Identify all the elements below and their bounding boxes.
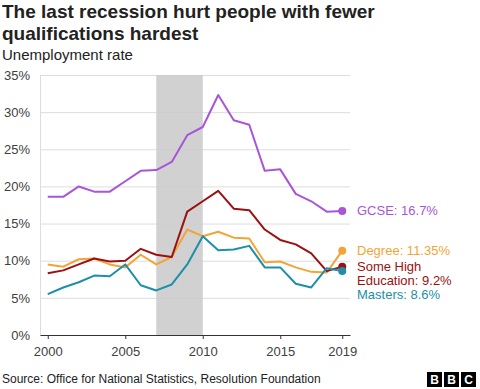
x-tick-label: 2000 [34,344,63,359]
legend-label: Masters: 8.6% [357,287,441,302]
x-tick: 2010 [189,335,218,359]
tick-mark [203,335,204,339]
logo-box [461,372,476,387]
y-tick-label: 5% [11,291,30,306]
y-tick-label: 20% [4,179,30,194]
y-tick-label: 0% [11,328,30,343]
x-tick-label: 2010 [189,344,218,359]
x-tick-label: 2019 [328,344,357,359]
logo-text: BBC [430,373,473,387]
y-axis: 0% 5% 10% 15% 20% 25% 30% 35% [4,68,350,343]
y-tick-label: 10% [4,253,30,268]
chart: The last recession hurt people with fewe… [0,0,480,389]
y-tick-label: 15% [4,216,30,231]
subtitle: Unemployment rate [2,46,133,63]
legend-label: Some HighEducation: 9.2% [357,259,452,288]
legend-label: GCSE: 16.7% [357,203,438,218]
grid-line [40,335,350,336]
logo-box [444,372,459,387]
y-tick-label: 25% [4,142,30,157]
x-axis-line [41,335,351,336]
series-line [48,236,343,294]
end-marker [338,207,346,215]
series-line [48,95,343,212]
end-marker [338,267,346,275]
y-axis-line [40,76,41,336]
y-tick-label: 35% [4,68,30,83]
title: The last recession hurt people with fewe… [2,1,375,44]
x-tick: 2000 [34,335,63,359]
tick-mark [342,335,343,339]
end-marker [338,247,346,255]
x-tick-label: 2005 [111,344,140,359]
logo-box [427,372,442,387]
legend-label: Degree: 11.35% [357,243,450,258]
tick-mark [280,335,281,339]
y-tick-label: 30% [4,105,30,120]
x-tick: 2015 [266,335,295,359]
plot-area [48,75,347,335]
tick-mark [48,335,49,339]
x-axis: 2000 2005 2010 2015 2019 [34,335,357,359]
series-line [48,191,343,273]
logo: BBC [427,372,476,387]
x-tick: 2019 [328,335,357,359]
x-tick-label: 2015 [266,344,295,359]
source: Source: Office for National Statistics, … [2,372,321,386]
tick-mark [125,335,126,339]
x-tick: 2005 [111,335,140,359]
